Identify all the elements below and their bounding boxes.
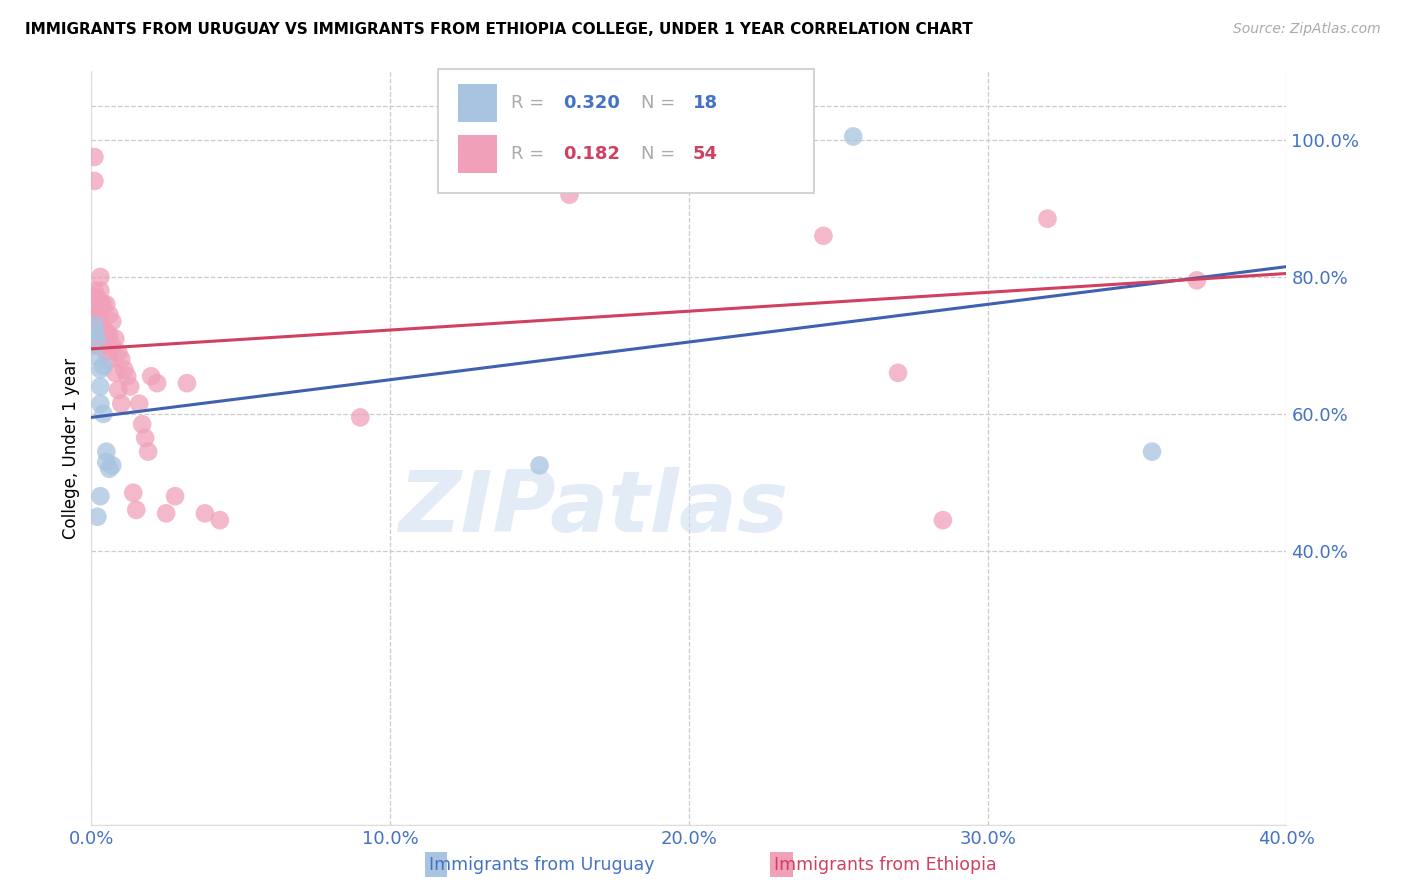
Point [93, 325, 115, 339]
Point [96, 455, 118, 469]
Point [83, 349, 105, 363]
Text: Immigrants from Uruguay: Immigrants from Uruguay [429, 856, 654, 874]
FancyBboxPatch shape [458, 136, 496, 173]
Point [89, 489, 111, 503]
Point [104, 366, 127, 380]
Point [89, 311, 111, 326]
Text: 54: 54 [693, 145, 717, 163]
Point [125, 503, 148, 517]
Text: R =: R = [510, 145, 550, 163]
Point [96, 345, 118, 359]
Point [83, 297, 105, 311]
Point [93, 407, 115, 421]
Point [101, 314, 124, 328]
Text: R =: R = [510, 94, 550, 112]
Point [93, 359, 115, 373]
FancyBboxPatch shape [437, 69, 814, 194]
Point [813, 228, 835, 243]
Point [96, 297, 118, 311]
FancyBboxPatch shape [458, 84, 496, 122]
Point [86, 291, 108, 305]
Point [842, 129, 865, 144]
Text: Source: ZipAtlas.com: Source: ZipAtlas.com [1233, 22, 1381, 37]
Point [208, 513, 231, 527]
Point [98, 308, 121, 322]
Text: 0.182: 0.182 [564, 145, 620, 163]
Text: ZIPatlas: ZIPatlas [398, 467, 789, 550]
Point [89, 338, 111, 352]
Point [112, 362, 135, 376]
Point [194, 506, 217, 520]
Point [89, 284, 111, 298]
Point [122, 485, 145, 500]
Point [83, 284, 105, 298]
Point [93, 297, 115, 311]
Text: Immigrants from Ethiopia: Immigrants from Ethiopia [775, 856, 997, 874]
Point [83, 338, 105, 352]
Point [110, 397, 132, 411]
Point [86, 318, 108, 332]
Point [86, 338, 108, 352]
Point [558, 187, 581, 202]
Point [110, 352, 132, 367]
Point [83, 318, 105, 332]
Point [83, 325, 105, 339]
Point [86, 332, 108, 346]
Text: 0.320: 0.320 [564, 94, 620, 112]
Point [98, 462, 121, 476]
Point [529, 458, 551, 473]
Point [1140, 444, 1163, 458]
Text: IMMIGRANTS FROM URUGUAY VS IMMIGRANTS FROM ETHIOPIA COLLEGE, UNDER 1 YEAR CORREL: IMMIGRANTS FROM URUGUAY VS IMMIGRANTS FR… [25, 22, 973, 37]
Point [104, 332, 127, 346]
Point [86, 509, 108, 524]
Point [83, 311, 105, 326]
Point [89, 269, 111, 284]
Point [131, 417, 153, 432]
Point [89, 297, 111, 311]
Point [107, 383, 129, 397]
Point [101, 338, 124, 352]
Point [155, 506, 177, 520]
Point [101, 458, 124, 473]
Point [98, 352, 121, 367]
Point [115, 369, 138, 384]
Point [176, 376, 198, 391]
Point [89, 397, 111, 411]
Point [141, 369, 163, 384]
Point [96, 444, 118, 458]
Point [83, 150, 105, 164]
Point [134, 431, 156, 445]
Point [1185, 273, 1208, 287]
Point [163, 489, 186, 503]
Point [120, 379, 142, 393]
Point [887, 366, 910, 380]
Point [83, 174, 105, 188]
Text: 18: 18 [693, 94, 717, 112]
Point [98, 328, 121, 343]
Point [932, 513, 955, 527]
Point [89, 379, 111, 393]
Point [128, 397, 150, 411]
Y-axis label: College, Under 1 year: College, Under 1 year [62, 358, 80, 539]
Point [107, 345, 129, 359]
Point [136, 444, 159, 458]
Point [89, 362, 111, 376]
Text: N =: N = [641, 145, 681, 163]
Point [349, 410, 371, 425]
Text: N =: N = [641, 94, 681, 112]
Point [146, 376, 169, 391]
Point [86, 304, 108, 318]
Point [1036, 211, 1059, 226]
Point [96, 325, 118, 339]
